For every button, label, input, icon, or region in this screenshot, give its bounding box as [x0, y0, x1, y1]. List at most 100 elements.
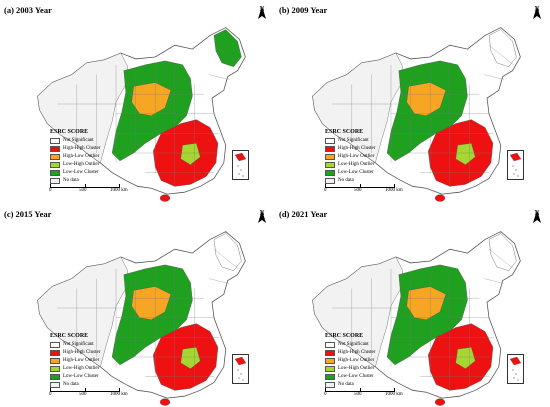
legend-label: Low-High Outlier	[338, 162, 375, 167]
legend-label: High-Low Outlier	[338, 154, 375, 159]
panel-title: (a) 2003 Year	[4, 5, 52, 15]
legend-label: High-High Cluster	[63, 350, 101, 355]
north-arrow-icon	[533, 210, 541, 223]
legend-label: High-High Cluster	[338, 146, 376, 151]
legend-item: Low-Low Cluster	[325, 373, 375, 381]
scale-bar: 0 500 1000 km	[324, 387, 415, 399]
legend-item: High-Low Outlier	[50, 357, 100, 365]
legend-swatch	[50, 162, 60, 168]
south-china-sea-inset	[507, 354, 524, 384]
legend-swatch	[50, 366, 60, 372]
north-arrow-icon	[258, 210, 266, 223]
boundary-line	[488, 249, 514, 269]
legend-swatch	[325, 366, 335, 372]
region-ne	[488, 233, 517, 271]
legend-label: High-High Cluster	[63, 146, 101, 151]
boundary-line	[484, 74, 504, 80]
legend-label: No data	[338, 178, 354, 183]
legend-label: Not Significant	[63, 342, 94, 347]
region-sub	[131, 286, 172, 320]
region-lh	[455, 346, 476, 369]
north-arrow-icon	[533, 6, 541, 19]
legend-item: High-Low Outlier	[50, 153, 100, 161]
legend-swatch	[325, 374, 335, 380]
map-panel-d: (d) 2021 Year N ESRC SCORE Not Significant H…	[275, 204, 550, 407]
legend-item: Low-Low Cluster	[325, 169, 375, 177]
china-map-d	[312, 231, 521, 406]
legend: ESRC SCORE Not Significant High-High Clust…	[50, 332, 100, 389]
legend-label: Low-Low Cluster	[338, 374, 374, 379]
legend-label: Not Significant	[338, 342, 369, 347]
china-map-c	[37, 231, 246, 406]
scale-tick-label: 0	[49, 392, 52, 397]
legend-label: Low-High Outlier	[338, 366, 375, 371]
legend-swatch	[50, 358, 60, 364]
legend-item: High-High Cluster	[325, 145, 375, 153]
legend-swatch	[325, 358, 335, 364]
region-west	[37, 256, 128, 368]
legend-item: No data	[50, 381, 100, 389]
china-map-a	[37, 27, 246, 202]
legend-title: ESRC SCORE	[50, 333, 89, 339]
legend-item: Not Significant	[325, 341, 375, 349]
boundary-line	[209, 278, 229, 284]
legend-label: High-Low Outlier	[63, 154, 100, 159]
region-west	[312, 52, 403, 164]
legend-item: High-High Cluster	[50, 145, 100, 153]
legend-swatch	[325, 178, 335, 184]
scale-bar: 0 500 1000 km	[49, 387, 140, 399]
region-sub	[131, 82, 172, 116]
legend-label: High-Low Outlier	[63, 358, 100, 363]
legend-title: ESRC SCORE	[325, 333, 364, 339]
legend-label: No data	[63, 178, 79, 183]
legend-swatch	[50, 382, 60, 388]
legend-swatch	[50, 154, 60, 160]
boundary-line	[213, 45, 239, 65]
legend-swatch	[325, 382, 335, 388]
legend-item: Not Significant	[50, 341, 100, 349]
scale-tick-label: 1000 km	[385, 392, 403, 397]
south-china-sea-inset	[507, 150, 524, 180]
legend-item: High-High Cluster	[325, 349, 375, 357]
boundary-line	[488, 45, 514, 65]
legend-swatch	[50, 178, 60, 184]
legend-label: Low-Low Cluster	[338, 170, 374, 175]
scale-tick-label: 0	[324, 392, 327, 397]
hainan-island	[434, 398, 446, 406]
scale-tick-label: 1000 km	[110, 188, 128, 193]
legend-item: Low-High Outlier	[50, 365, 100, 373]
legend-swatch	[325, 170, 335, 176]
hainan-island	[159, 398, 171, 406]
legend-label: No data	[63, 382, 79, 387]
hainan-island	[434, 194, 446, 202]
legend-item: No data	[50, 177, 100, 185]
scale-tick-label: 500	[79, 188, 87, 193]
legend-swatch	[325, 162, 335, 168]
map-panel-c: (c) 2015 Year N ESRC SCORE Not Significant H…	[0, 204, 275, 407]
region-ne	[488, 29, 517, 67]
legend-label: Low-High Outlier	[63, 162, 100, 167]
scale-tick-label: 500	[79, 392, 87, 397]
legend-label: Low-High Outlier	[63, 366, 100, 371]
boundary-line	[484, 278, 504, 284]
panel-title: (c) 2015 Year	[4, 209, 52, 219]
legend-title: ESRC SCORE	[325, 129, 364, 135]
legend: ESRC SCORE Not Significant High-High Clust…	[50, 128, 100, 185]
scale-tick-label: 0	[49, 188, 52, 193]
legend-label: No data	[338, 382, 354, 387]
legend-label: Not Significant	[338, 138, 369, 143]
region-west	[37, 52, 128, 164]
legend-label: High-High Cluster	[338, 350, 376, 355]
north-arrow: N	[530, 210, 544, 223]
legend-title: ESRC SCORE	[50, 129, 89, 135]
legend-label: Not Significant	[63, 138, 94, 143]
legend-item: High-High Cluster	[50, 349, 100, 357]
legend-item: High-Low Outlier	[325, 153, 375, 161]
legend-item: Not Significant	[325, 137, 375, 145]
legend-swatch	[50, 342, 60, 348]
boundary-line	[213, 249, 239, 269]
scale-tick-label: 1000 km	[110, 392, 128, 397]
region-lh	[180, 346, 201, 369]
map-panel-a: (a) 2003 Year N ESRC SCORE Not Significant H…	[0, 0, 275, 203]
legend-item: No data	[325, 381, 375, 389]
